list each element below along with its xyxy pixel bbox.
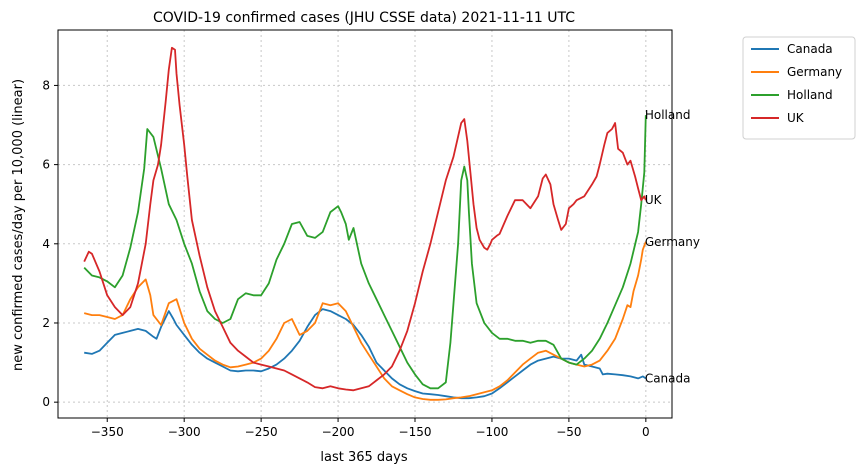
legend-label-uk: UK — [787, 111, 805, 125]
grid — [58, 30, 672, 418]
x-tick-label: −350 — [91, 425, 124, 439]
end-label-holland: Holland — [645, 108, 691, 122]
legend: Canada Germany Holland UK — [742, 36, 856, 140]
legend-label-holland: Holland — [787, 88, 833, 102]
legend-box — [742, 36, 856, 140]
y-axis-label: new confirmed cases/day per 10,000 (line… — [11, 79, 26, 371]
y-axis: 0 2 4 6 8 — [42, 78, 58, 409]
end-labels: Canada Germany Holland UK — [645, 108, 700, 385]
end-label-canada: Canada — [645, 371, 691, 385]
series-line-uk — [83, 46, 647, 392]
series-lines — [83, 46, 647, 401]
y-tick-label: 6 — [42, 158, 50, 172]
x-axis-label: last 365 days — [320, 450, 407, 465]
x-tick-label: −150 — [399, 425, 432, 439]
y-tick-label: 0 — [42, 395, 50, 409]
x-tick-label: −100 — [475, 425, 508, 439]
x-tick-label: 0 — [642, 425, 650, 439]
legend-label-germany: Germany — [787, 65, 842, 79]
y-tick-label: 4 — [42, 237, 50, 251]
plot-frame — [57, 29, 673, 419]
x-tick-label: −250 — [245, 425, 278, 439]
y-tick-label: 8 — [42, 78, 50, 92]
series-line-holland — [83, 115, 647, 390]
series-line-germany — [83, 241, 647, 401]
y-tick-label: 2 — [42, 316, 50, 330]
end-label-germany: Germany — [645, 235, 700, 249]
x-tick-label: −300 — [168, 425, 201, 439]
legend-label-canada: Canada — [787, 42, 833, 56]
end-label-uk: UK — [645, 193, 663, 207]
x-axis: −350 −300 −250 −200 −150 −100 −50 0 — [91, 418, 650, 439]
x-tick-label: −200 — [322, 425, 355, 439]
series-line-canada — [84, 308, 647, 400]
x-tick-label: −50 — [556, 425, 581, 439]
chart-title: COVID-19 confirmed cases (JHU CSSE data)… — [153, 10, 575, 26]
